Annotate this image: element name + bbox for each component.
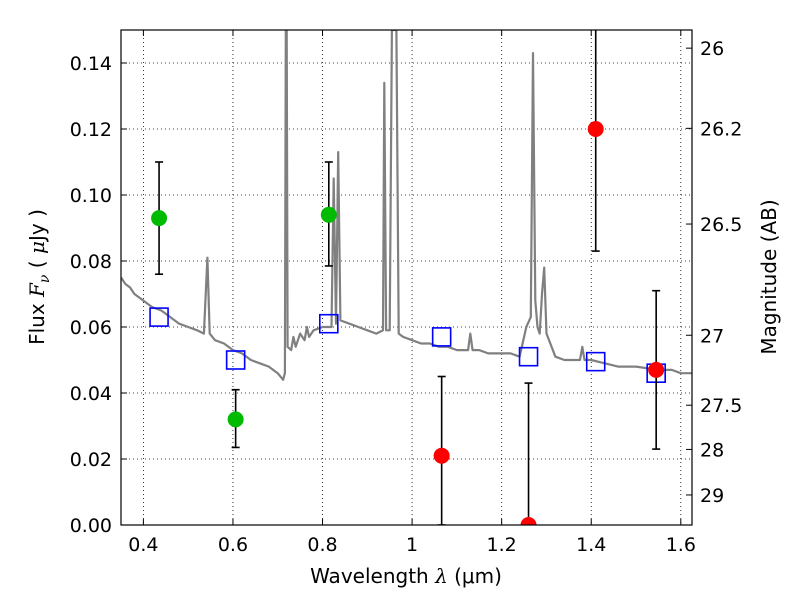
plot-background — [121, 30, 692, 525]
detected-point — [227, 411, 244, 428]
x-tick-label: 0.6 — [218, 534, 248, 556]
y-tick-label: 0.02 — [70, 449, 112, 471]
model-point — [225, 350, 246, 370]
model-point — [431, 327, 452, 347]
model-point — [318, 313, 339, 334]
grid-lines — [121, 30, 692, 526]
model-point — [149, 307, 169, 327]
x-tick-label: 1.6 — [666, 534, 696, 556]
model-point — [585, 351, 606, 372]
mag-tick-label: 28 — [700, 439, 724, 461]
upper-limit-points — [433, 121, 665, 525]
y-axis-right-title: Magnitude (AB) — [757, 199, 781, 354]
x-tick-label: 0.4 — [128, 534, 158, 556]
mag-tick-label: 26.2 — [700, 118, 742, 140]
mag-tick-label: 29 — [700, 485, 724, 507]
upper-limit-point — [520, 517, 537, 525]
x-tick-label: 0.8 — [307, 534, 337, 556]
plot-frame — [120, 29, 693, 526]
model-point — [518, 346, 539, 367]
mag-tick-label: 27.5 — [700, 395, 742, 417]
y-tick-label: 0.06 — [70, 317, 112, 339]
x-axis-title: Wavelength λ (μm) — [310, 564, 502, 588]
y-tick-label: 0.12 — [70, 119, 112, 141]
x-tick-label: 1.2 — [487, 534, 517, 556]
upper-limit-point — [587, 121, 604, 137]
mag-tick-label: 26 — [700, 38, 724, 60]
detected-point — [320, 206, 337, 223]
detected-point — [151, 210, 168, 227]
upper-limit-point — [648, 361, 665, 378]
template-spectrum-line — [121, 30, 692, 381]
plot-area — [121, 30, 692, 525]
axis-tick-labels: 0.4 0.6 0.8 1 1.2 1.4 1.6 0.00 0.02 0.04 0.06 0.08 0… — [70, 38, 743, 556]
y-tick-label: 0.14 — [70, 53, 112, 75]
y-axis-title: Flux Fν ( μJy ) — [25, 209, 53, 345]
y-tick-label: 0.00 — [70, 515, 112, 537]
y-tick-label: 0.08 — [70, 251, 112, 273]
mag-tick-label: 27 — [700, 325, 724, 347]
x-tick-label: 1 — [406, 534, 418, 556]
x-tick-label: 1.4 — [576, 534, 606, 556]
mag-tick-label: 26.5 — [700, 214, 742, 236]
y-tick-label: 0.10 — [70, 185, 112, 207]
detected-points — [151, 206, 337, 428]
model-flux-points — [149, 307, 666, 384]
error-bars — [155, 30, 661, 525]
y-tick-label: 0.04 — [70, 383, 112, 405]
upper-limit-point — [433, 447, 450, 464]
